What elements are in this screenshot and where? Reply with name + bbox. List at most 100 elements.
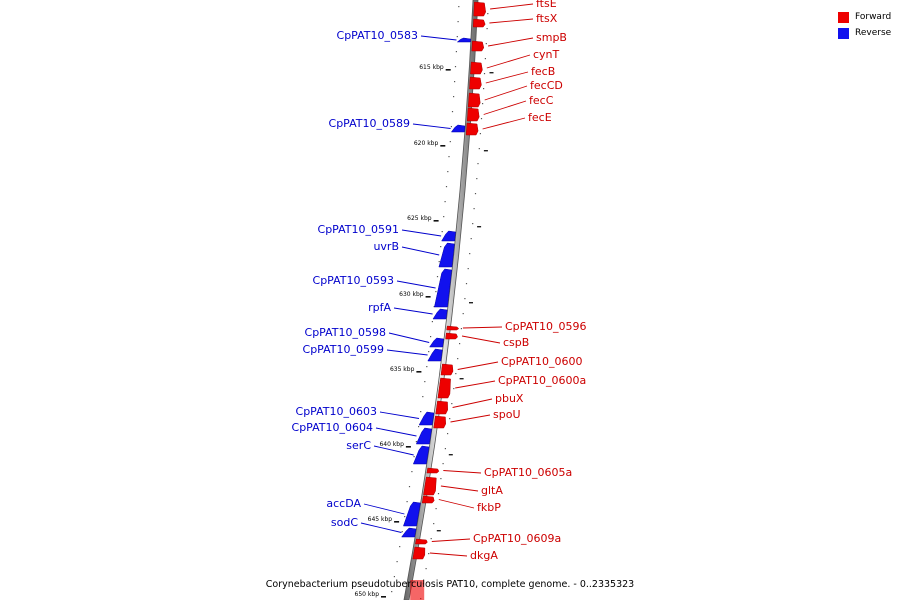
gene-label-cppat10-0589[interactable]: CpPAT10_0589 <box>329 117 410 130</box>
gene-label-fkbp[interactable]: fkbP <box>477 501 501 514</box>
forward-gene-cspb[interactable] <box>445 332 458 340</box>
gene-leader-line <box>429 552 468 557</box>
gene-label-cppat10-0609a[interactable]: CpPAT10_0609a <box>473 532 561 545</box>
gene-leader-line <box>488 37 534 47</box>
gene-label-glta[interactable]: gltA <box>481 484 503 497</box>
legend-forward-label: Forward <box>855 12 892 22</box>
position-dot <box>482 103 484 105</box>
gene-label-cppat10-0600a[interactable]: CpPAT10_0600a <box>498 374 586 387</box>
gene-label-spou[interactable]: spoU <box>493 408 521 421</box>
scale-tick-mark <box>425 296 431 298</box>
reverse-gene-serc[interactable] <box>412 445 430 465</box>
scale-ticks: 615 kbp 620 kbp 625 kbp 630 kbp 635 kbp 640 k… <box>355 64 451 598</box>
position-dot <box>444 448 446 450</box>
gene-label-cppat10-0593[interactable]: CpPAT10_0593 <box>313 274 394 287</box>
gene-label-ftsx[interactable]: ftsX <box>536 12 558 25</box>
reverse-gene-cppat10-0589[interactable] <box>450 124 466 133</box>
gene-label-cppat10-0605a[interactable]: CpPAT10_0605a <box>484 466 572 479</box>
forward-gene-smpb[interactable] <box>471 40 485 52</box>
position-dots <box>391 6 494 600</box>
scale-tick-label: 645 kbp <box>368 516 393 523</box>
forward-gene-ftsx[interactable] <box>472 18 486 28</box>
reverse-gene-cppat10-0593[interactable] <box>434 268 452 308</box>
legend-reverse-label: Reverse <box>855 28 892 38</box>
gene-leader-line <box>393 307 433 315</box>
gene-leader-line <box>455 380 496 389</box>
reverse-gene-rpfa[interactable] <box>432 308 448 320</box>
reverse-gene-sodc[interactable] <box>401 527 417 538</box>
position-dot <box>486 28 488 30</box>
gene-leader-line <box>462 326 503 329</box>
gene-label-ftse[interactable]: ftsE <box>536 0 557 10</box>
gene-label-cppat10-0603[interactable]: CpPAT10_0603 <box>296 405 377 418</box>
gene-label-serc[interactable]: serC <box>346 439 371 452</box>
position-dot <box>428 351 430 353</box>
forward-gene-spou[interactable] <box>433 415 446 429</box>
reverse-gene-cppat10-0583[interactable] <box>456 37 471 43</box>
forward-gene-cppat10-0609a[interactable] <box>415 538 428 545</box>
forward-gene-partial[interactable] <box>410 580 425 600</box>
gene-label-smpb[interactable]: smpB <box>536 31 567 44</box>
forward-gene-fkbp[interactable] <box>421 495 435 504</box>
forward-gene-fecc[interactable] <box>466 107 480 122</box>
scale-tick-label: 640 kbp <box>379 441 404 448</box>
position-dot <box>435 291 437 293</box>
position-dot <box>459 343 461 345</box>
gene-label-cppat10-0599[interactable]: CpPAT10_0599 <box>303 343 384 356</box>
gene-label-dkga[interactable]: dkgA <box>470 549 498 562</box>
reverse-gene-cppat10-0598[interactable] <box>429 337 444 348</box>
gene-label-cppat10-0600[interactable]: CpPAT10_0600 <box>501 355 582 368</box>
gene-label-cspb[interactable]: cspB <box>503 336 529 349</box>
gene-label-feccd[interactable]: fecCD <box>530 79 563 92</box>
forward-gene-ftse[interactable] <box>473 1 486 17</box>
position-dot <box>453 388 455 390</box>
gene-leader-line <box>461 335 501 344</box>
position-dot <box>393 576 395 578</box>
position-dot <box>457 358 459 360</box>
gene-label-fecb[interactable]: fecB <box>531 65 555 78</box>
position-dot <box>453 96 455 98</box>
genome-backbone <box>403 0 479 600</box>
reverse-gene-cppat10-0604[interactable] <box>415 427 432 445</box>
position-dot <box>448 156 450 158</box>
gene-leader-line <box>373 445 414 456</box>
minor-tick <box>477 226 482 228</box>
gene-label-fece[interactable]: fecE <box>528 111 552 124</box>
forward-gene-cppat10-0596[interactable] <box>446 325 460 331</box>
gene-label-accda[interactable]: accDA <box>326 497 361 510</box>
gene-label-pbux[interactable]: pbuX <box>495 392 524 405</box>
position-dot <box>449 418 451 420</box>
reverse-gene-cppat10-0591[interactable] <box>441 230 456 242</box>
forward-gene-fecb[interactable] <box>469 76 482 90</box>
gene-label-fecc[interactable]: fecC <box>529 94 554 107</box>
position-dot <box>433 523 435 525</box>
gene-label-cppat10-0598[interactable]: CpPAT10_0598 <box>305 326 386 339</box>
reverse-gene-accda[interactable] <box>403 501 421 527</box>
forward-gene-glta[interactable] <box>423 476 437 496</box>
gene-label-cppat10-0596[interactable]: CpPAT10_0596 <box>505 320 586 333</box>
gene-label-cppat10-0604[interactable]: CpPAT10_0604 <box>292 421 373 434</box>
forward-gene-feccd[interactable] <box>467 92 481 108</box>
gene-label-cynt[interactable]: cynT <box>533 48 560 61</box>
gene-label-cppat10-0591[interactable]: CpPAT10_0591 <box>318 223 399 236</box>
reverse-gene-uvrb[interactable] <box>438 242 455 268</box>
gene-label-rpfa[interactable]: rpfA <box>368 301 391 314</box>
position-dot <box>473 208 475 210</box>
forward-gene-dkga[interactable] <box>412 546 426 560</box>
position-dot <box>420 411 422 413</box>
gene-label-sodc[interactable]: sodC <box>331 516 358 529</box>
gene-label-uvrb[interactable]: uvrB <box>373 240 399 253</box>
forward-gene-cynt[interactable] <box>470 61 483 75</box>
position-dot <box>413 456 415 458</box>
position-dot <box>455 373 457 375</box>
forward-gene-cppat10-0600[interactable] <box>440 363 454 376</box>
forward-gene-fece[interactable] <box>465 122 479 136</box>
reverse-gene-cppat10-0603[interactable] <box>418 411 435 426</box>
minor-tick <box>483 150 488 152</box>
forward-gene-pbux[interactable] <box>435 400 448 415</box>
legend-reverse: Reverse <box>838 25 891 41</box>
reverse-gene-cppat10-0599[interactable] <box>427 348 443 362</box>
gene-label-cppat10-0583[interactable]: CpPAT10_0583 <box>337 29 418 42</box>
forward-gene-cppat10-0600a[interactable] <box>437 377 451 399</box>
forward-gene-cppat10-0605a[interactable] <box>426 467 440 474</box>
